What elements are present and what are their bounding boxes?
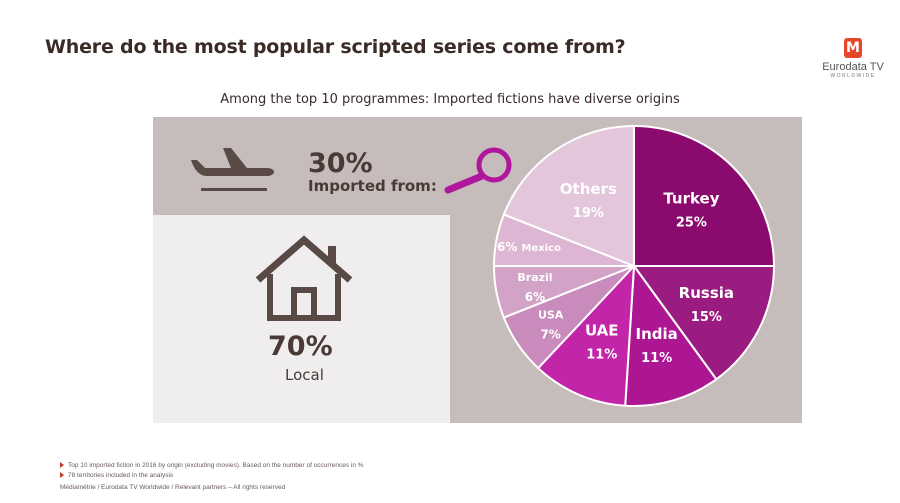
slice-value-turkey: 25% [676,216,707,231]
slice-name-usa: USA [538,309,564,322]
logo-mark: M [844,38,862,58]
chart-subtitle: Among the top 10 programmes: Imported fi… [220,92,680,107]
slice-name-others: Others [560,180,617,198]
bullet-arrow-icon [60,462,64,469]
airplane-icon [191,148,275,191]
slice-name-russia: Russia [679,284,734,302]
local-label: Local [285,366,324,384]
logo-sub: WORLDWIDE [830,73,876,79]
house-icon [255,235,353,321]
slice-name-india: India [636,325,678,343]
slice-name-brazil: Brazil [517,271,552,284]
imported-label: Imported from: [308,177,437,195]
slice-value-russia: 15% [691,310,722,325]
slice-label-mexico: 6% Mexico [497,240,561,254]
slice-value-uae: 11% [586,348,617,363]
pie-slice-others [502,124,635,268]
eurodata-logo: M Eurodata TV WORLDWIDE [818,38,888,79]
local-percent: 70% [268,331,333,362]
imported-percent: 30% [308,148,373,179]
pie-slice-india [624,263,718,407]
footnote-2: 78 territories included in the analysis [60,472,173,479]
slice-value-india: 11% [641,351,672,366]
pie-slice-turkey [633,124,776,267]
slice-value-others: 19% [573,206,604,221]
footnote-2-text: 78 territories included in the analysis [68,472,174,479]
slice-value-usa: 7% [540,328,560,342]
copyright: Médiamétrie / Eurodata TV Worldwide / Re… [60,484,286,491]
footnote-1: Top 10 imported fiction in 2016 by origi… [60,462,364,469]
magnifier-icon [444,147,512,194]
logo-name: Eurodata TV [822,61,884,73]
slice-name-uae: UAE [585,322,619,340]
footnote-1-text: Top 10 imported fiction in 2016 by origi… [68,462,364,469]
pie-slice-uae [536,263,636,407]
bullet-arrow-icon [60,472,64,479]
page-title: Where do the most popular scripted serie… [45,36,626,58]
pie-slice-russia [632,265,776,381]
slice-name-turkey: Turkey [663,190,719,208]
slice-value-brazil: 6% [525,290,545,304]
